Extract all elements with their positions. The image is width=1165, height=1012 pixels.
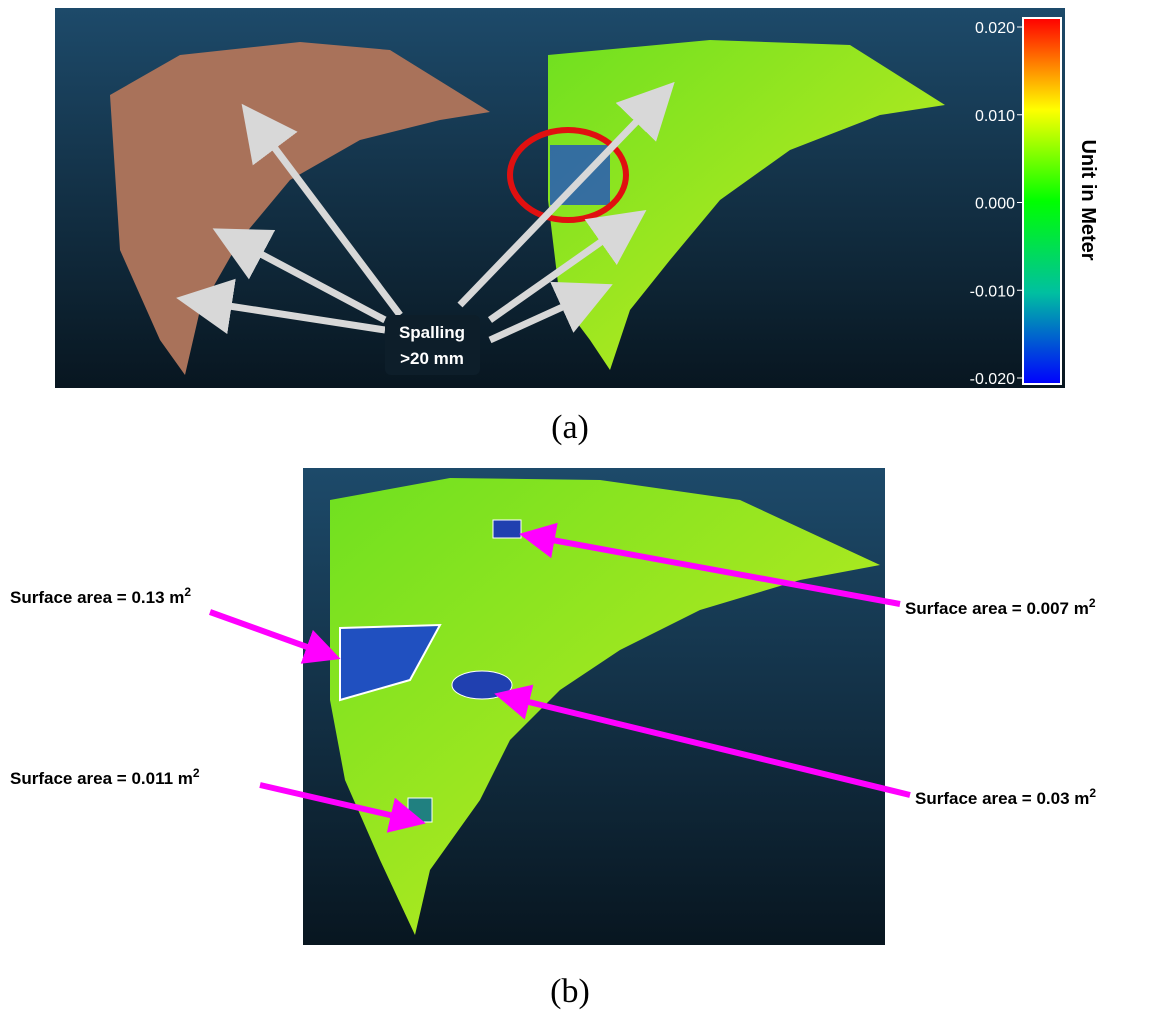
figure: Spalling >20 mm 0.020 0.010 0.000 -0.010 -0.… bbox=[0, 0, 1165, 1012]
colorbar-tick-label: -0.020 bbox=[970, 371, 1015, 388]
annotation: >20 mm bbox=[400, 349, 464, 368]
spalling-region bbox=[493, 520, 521, 538]
area-label: Surface area = 0.13 m2 bbox=[10, 585, 191, 607]
colorbar-title: Unit in Meter bbox=[1077, 139, 1099, 260]
colorbar-tick-label: 0.000 bbox=[975, 196, 1015, 213]
caption: (a) bbox=[551, 409, 589, 446]
caption: (b) bbox=[550, 973, 590, 1010]
colorbar-tick-label: -0.010 bbox=[970, 283, 1015, 300]
annotation: Spalling bbox=[399, 323, 465, 342]
colorbar-tick-label: 0.020 bbox=[975, 20, 1015, 37]
area-label: Surface area = 0.011 m2 bbox=[10, 766, 200, 788]
area-label: Surface area = 0.03 m2 bbox=[915, 786, 1096, 808]
area-label: Surface area = 0.007 m2 bbox=[905, 596, 1096, 618]
colorbar-tick-label: 0.010 bbox=[975, 108, 1015, 125]
colorbar bbox=[1023, 18, 1061, 384]
